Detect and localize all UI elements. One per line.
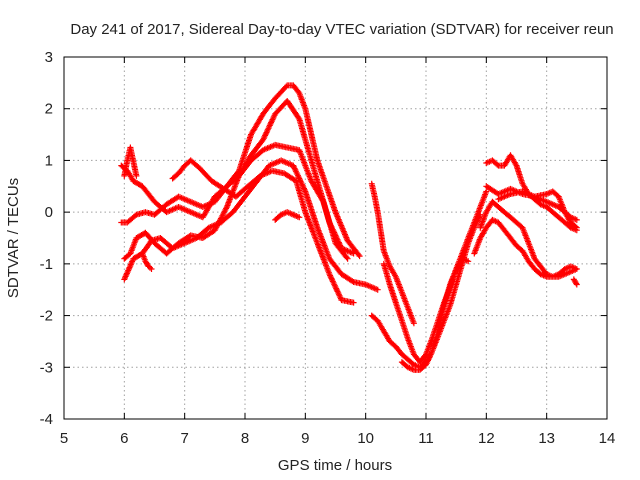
x-tick-labels: 5 6 7 8 9 10 11 12 13 14 [60,430,616,447]
y-axis-label: SDTVAR / TECUs [5,178,22,298]
plot-frame [63,56,608,420]
x-tick-label: 8 [241,430,249,447]
data-points [118,82,580,373]
x-tick-label: 5 [60,430,68,447]
x-tick-label: 11 [418,430,434,447]
y-tick-label: 2 [45,101,53,118]
y-tick-label: 3 [45,49,53,66]
x-axis-label: GPS time / hours [278,457,392,474]
x-tick-label: 10 [357,430,374,447]
y-tick-label: -2 [40,308,53,325]
x-tick-label: 9 [301,430,309,447]
x-tick-label: 13 [538,430,555,447]
y-tick-label: -4 [40,411,53,428]
chart-title: Day 241 of 2017, Sidereal Day-to-day VTE… [70,21,613,38]
x-tick-label: 14 [599,430,616,447]
scatter-plus-markers [118,82,580,373]
grid-lines [64,57,607,419]
y-tick-label: -1 [40,256,53,273]
y-tick-label: -3 [40,359,53,376]
y-tick-labels: 3 2 1 0 -1 -2 -3 -4 [40,49,53,428]
x-tick-label: 7 [180,430,188,447]
x-tick-label: 12 [478,430,495,447]
y-tick-label: 0 [45,204,53,221]
x-tick-label: 6 [120,430,128,447]
y-tick-label: 1 [45,152,53,169]
